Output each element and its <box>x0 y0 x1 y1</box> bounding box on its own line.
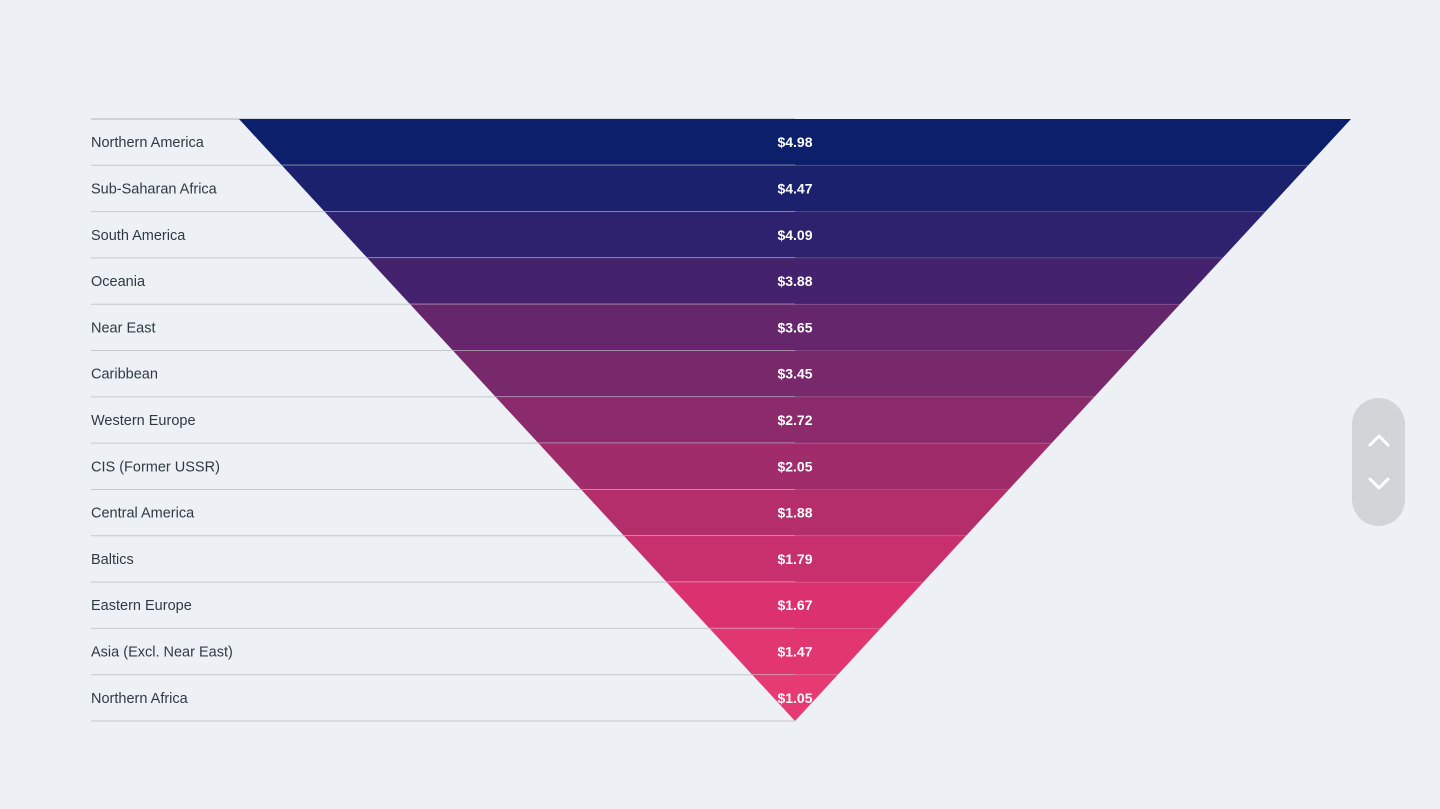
data-label: $3.65 <box>777 319 812 335</box>
funnel-segment <box>495 396 1095 444</box>
funnel-segment <box>709 628 881 675</box>
data-label: $2.72 <box>777 412 812 428</box>
data-label: $1.05 <box>777 690 812 706</box>
funnel-segment <box>752 674 838 721</box>
funnel-segment <box>410 304 1180 351</box>
funnel-segment <box>239 119 1351 166</box>
data-label: $4.09 <box>777 227 812 243</box>
funnel-segment <box>538 443 1052 490</box>
category-label: Sub-Saharan Africa <box>91 181 218 197</box>
category-label: Baltics <box>91 552 134 568</box>
funnel-segment <box>581 489 1009 536</box>
data-label: $2.05 <box>777 458 812 474</box>
funnel-segment <box>623 535 967 583</box>
category-label: Asia (Excl. Near East) <box>91 645 233 661</box>
data-label: $1.67 <box>777 597 812 613</box>
category-label: CIS (Former USSR) <box>91 459 220 475</box>
category-label: Near East <box>91 320 155 336</box>
funnel-segment <box>666 582 924 629</box>
funnel-segment <box>324 211 1266 258</box>
category-label: Oceania <box>91 274 146 290</box>
data-label: $4.98 <box>777 134 812 150</box>
slide-navigation <box>1352 398 1405 526</box>
data-label: $1.88 <box>777 505 812 521</box>
funnel-segment <box>452 350 1138 397</box>
data-label: $1.47 <box>777 644 812 660</box>
category-label: South America <box>91 228 186 244</box>
data-label: $3.45 <box>777 366 812 382</box>
chevron-down-icon <box>1368 477 1389 490</box>
category-label: Western Europe <box>91 413 196 429</box>
category-label: Northern America <box>91 135 205 151</box>
funnel-segment <box>367 257 1223 305</box>
data-label: $4.47 <box>777 180 812 196</box>
category-label: Central America <box>91 506 195 522</box>
category-label: Eastern Europe <box>91 598 192 614</box>
chevron-up-icon <box>1368 434 1389 447</box>
data-label: $1.79 <box>777 551 812 567</box>
funnel-segment <box>281 165 1309 212</box>
scroll-down-button[interactable] <box>1352 456 1405 512</box>
category-label: Northern Africa <box>91 691 189 707</box>
data-label: $3.88 <box>777 273 812 289</box>
scroll-up-button[interactable] <box>1352 412 1405 468</box>
category-label: Caribbean <box>91 367 158 383</box>
